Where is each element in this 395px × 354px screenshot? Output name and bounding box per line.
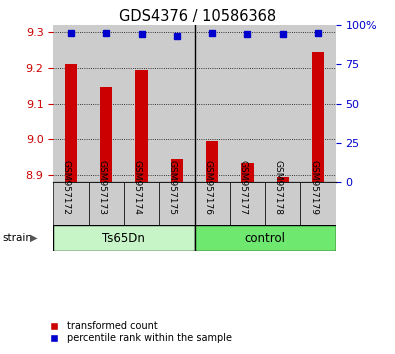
Text: GSM957178: GSM957178 (274, 160, 283, 215)
Text: GSM957179: GSM957179 (309, 160, 318, 215)
Text: GSM957173: GSM957173 (97, 160, 106, 215)
Bar (312, 52, 324, 182)
Bar (53, 225, 195, 251)
Bar (135, 69, 148, 182)
Bar (65, 64, 77, 182)
Bar (124, 25, 159, 182)
Text: GSM957176: GSM957176 (203, 160, 212, 215)
Bar (88, 182, 124, 248)
Bar (276, 177, 289, 182)
Bar (124, 182, 159, 248)
Bar (195, 25, 230, 182)
Bar (206, 141, 218, 182)
Bar (195, 225, 336, 251)
Text: GSM957175: GSM957175 (168, 160, 177, 215)
Bar (100, 87, 113, 182)
Bar (230, 25, 265, 182)
Bar (301, 25, 336, 182)
Bar (265, 182, 301, 248)
Bar (301, 182, 336, 248)
Bar (241, 162, 254, 182)
Bar (171, 159, 183, 182)
Bar (265, 25, 301, 182)
Bar (159, 25, 195, 182)
Bar (195, 182, 230, 248)
Bar (159, 182, 194, 248)
Text: GSM957174: GSM957174 (133, 160, 141, 215)
Text: ▶: ▶ (30, 233, 37, 243)
Text: GSM957177: GSM957177 (239, 160, 248, 215)
Bar (230, 182, 265, 248)
Bar (53, 25, 88, 182)
Text: GSM957172: GSM957172 (62, 160, 71, 215)
Text: strain: strain (2, 233, 32, 243)
Text: GDS4376 / 10586368: GDS4376 / 10586368 (119, 9, 276, 24)
Text: control: control (245, 232, 286, 245)
Bar (53, 182, 88, 248)
Text: Ts65Dn: Ts65Dn (102, 232, 145, 245)
Legend: transformed count, percentile rank within the sample: transformed count, percentile rank withi… (40, 317, 235, 347)
Bar (88, 25, 124, 182)
